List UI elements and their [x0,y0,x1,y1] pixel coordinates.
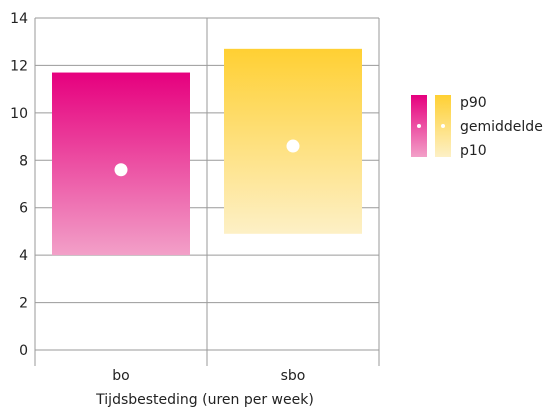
y-tick-label: 6 [19,201,28,217]
y-tick-label: 2 [19,296,28,312]
mean-marker-bo [114,163,128,177]
legend: p90 gemiddelde p10 [411,95,543,159]
x-tick-label: bo [112,368,129,384]
legend-mean-marker-sbo [441,124,445,128]
y-tick-label: 12 [10,58,28,74]
y-tick-label: 14 [10,11,28,27]
bars [52,48,362,256]
y-tick-label: 10 [10,106,28,122]
y-tick-label: 0 [19,343,28,359]
mean-marker-sbo [286,139,300,153]
x-tick-label: sbo [281,368,306,384]
x-axis-title: Tijdsbesteding (uren per week) [95,392,314,408]
legend-label-p90: p90 [460,95,487,111]
y-tick-label: 4 [19,248,28,264]
legend-label-mean: gemiddelde [460,119,543,135]
y-tick-labels: 0 2 4 6 8 10 12 14 [10,11,28,359]
legend-mean-marker-bo [417,124,421,128]
x-tick-labels: bo sbo [112,368,305,384]
legend-label-p10: p10 [460,143,487,159]
y-tick-label: 8 [19,153,28,169]
